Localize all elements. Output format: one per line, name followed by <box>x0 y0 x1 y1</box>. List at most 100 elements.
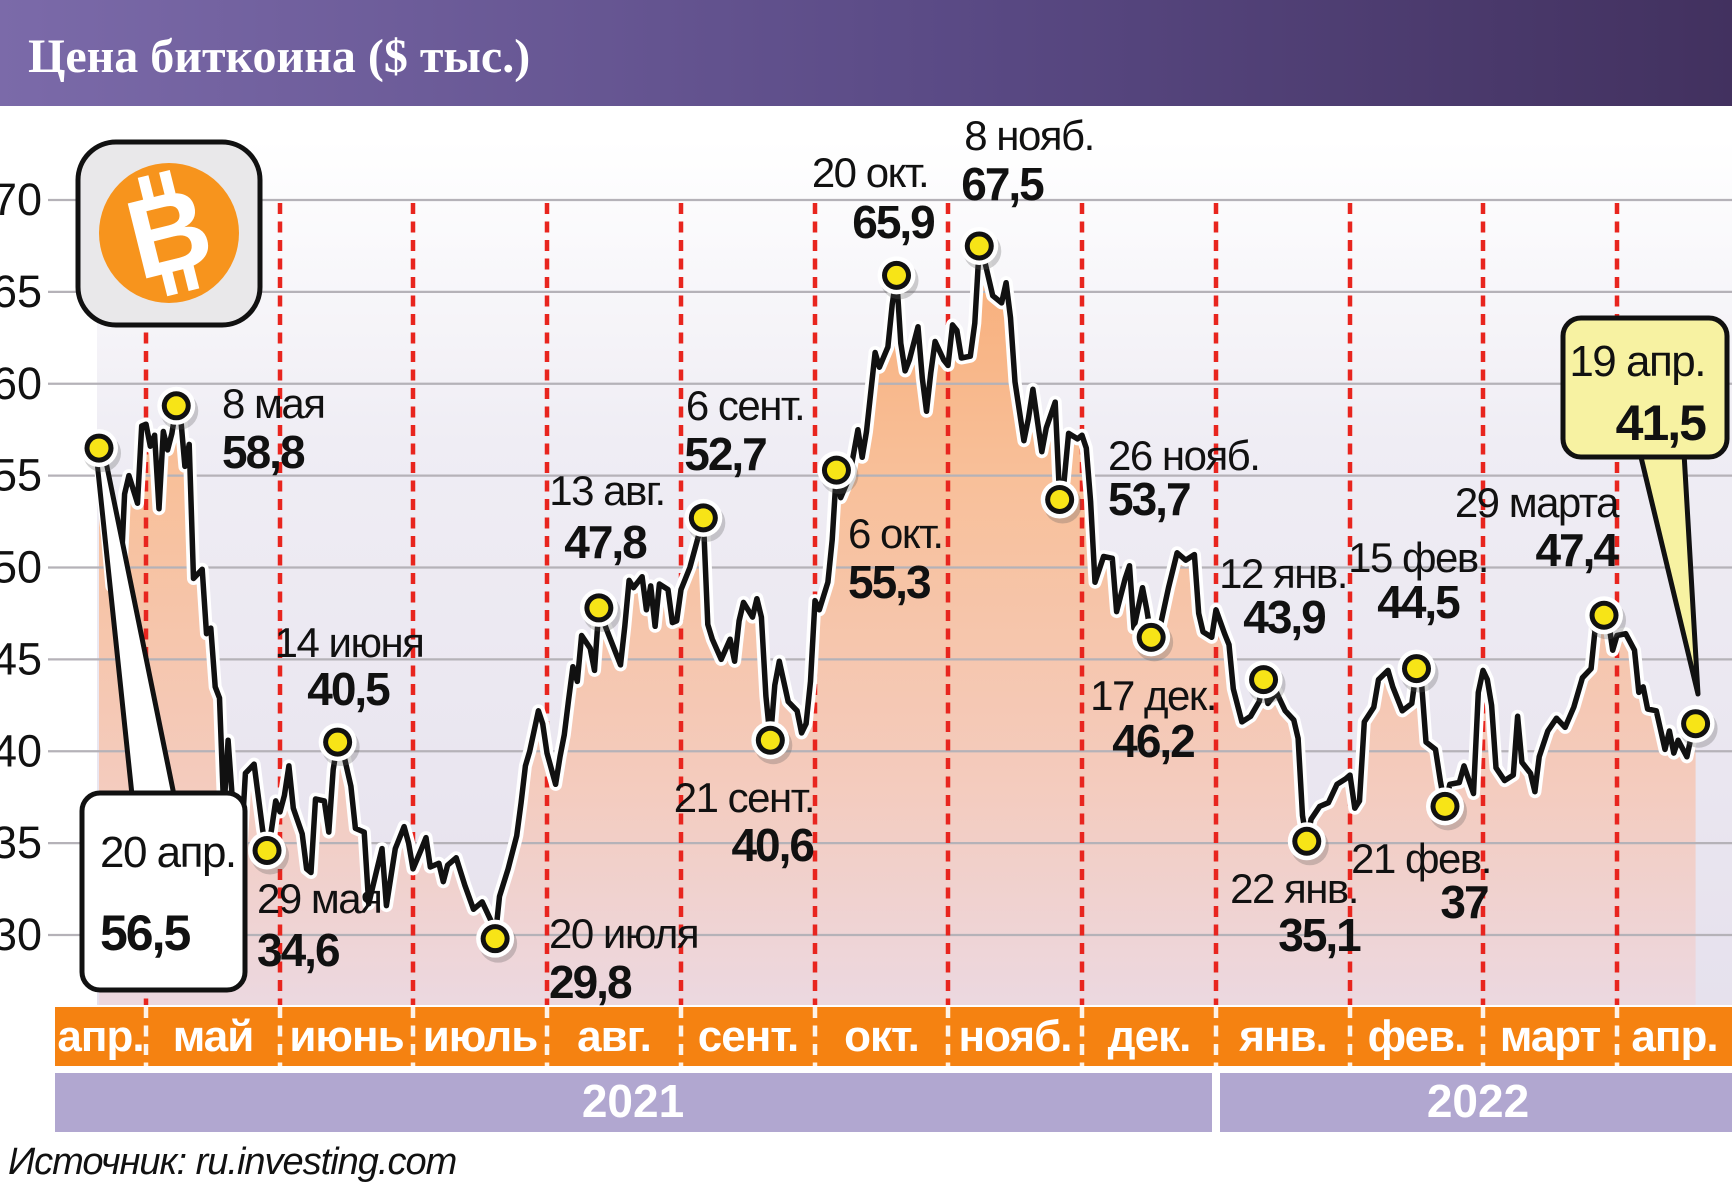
annotation-value: 40,5 <box>307 663 390 715</box>
marker-yellow-dot <box>1686 714 1706 734</box>
y-tick-label: 45 <box>0 633 42 684</box>
month-label: фев. <box>1368 1012 1466 1061</box>
marker-yellow-dot <box>589 598 609 618</box>
month-label: нояб. <box>959 1012 1072 1061</box>
annotation-date: 12 янв. <box>1219 550 1347 597</box>
month-dividers <box>143 203 1620 1066</box>
marker-yellow-dot <box>1297 831 1317 851</box>
data-point-marker <box>1397 649 1439 693</box>
x-axis-bands: 2021 2022 апр. май июнь июль авг. сент. окт. но… <box>55 1007 1732 1132</box>
data-point-marker <box>476 919 518 963</box>
bitcoin-top-stroke-2 <box>159 169 176 196</box>
marker-yellow-dot <box>257 840 277 860</box>
month-label: дек. <box>1108 1012 1191 1061</box>
month-label: апр. <box>57 1012 143 1061</box>
annotation-value: 67,5 <box>961 158 1044 210</box>
annotation-date: 6 окт. <box>848 510 942 557</box>
data-point-marker <box>1585 596 1627 640</box>
marker-yellow-dot <box>760 730 780 750</box>
annotation-date: 29 марта <box>1455 479 1620 526</box>
year-label-2021: 2021 <box>582 1075 684 1127</box>
marker-yellow-dot <box>1407 659 1426 679</box>
annotation-value: 29,8 <box>549 956 632 1008</box>
month-label: июль <box>423 1012 538 1061</box>
data-point-marker <box>1040 480 1082 524</box>
month-label: март <box>1500 1012 1601 1061</box>
data-point-marker <box>318 723 360 767</box>
marker-yellow-dot <box>1594 605 1614 625</box>
annotation-date: 8 нояб. <box>964 112 1094 159</box>
month-label: янв. <box>1238 1012 1327 1061</box>
callout-end: 19 апр. 41,5 <box>1560 315 1730 697</box>
data-point-marker <box>80 429 121 473</box>
annotation-value: 37 <box>1440 876 1488 928</box>
bitcoin-bottom-stroke-1 <box>161 270 178 297</box>
month-labels: апр. май июнь июль авг. сент. окт. нояб. дек. янв… <box>57 1012 1718 1061</box>
y-tick-label: 40 <box>0 725 42 776</box>
year-label-2022: 2022 <box>1427 1075 1529 1127</box>
callout-start: 20 апр. 56,5 <box>79 449 248 993</box>
year-band-2021 <box>55 1073 1212 1132</box>
month-label: май <box>173 1012 254 1061</box>
annotation-date: 13 авг. <box>549 467 664 514</box>
bitcoin-coin-icon <box>99 163 239 303</box>
data-point-marker <box>157 386 199 430</box>
annotation-value: 34,6 <box>257 924 339 976</box>
marker-yellow-dot <box>328 732 348 752</box>
marker-yellow-dot <box>1254 670 1274 690</box>
y-tick-label: 35 <box>0 817 42 868</box>
annotation-value: 53,7 <box>1108 473 1190 525</box>
y-tick-label: 55 <box>0 450 42 501</box>
marker-yellow-dot <box>887 265 907 285</box>
annotation-date: 17 дек. <box>1090 672 1216 719</box>
data-point-marker <box>960 226 1002 270</box>
annotation-date: 14 июня <box>275 619 424 666</box>
bitcoin-logo: B <box>75 139 263 328</box>
data-point-marker <box>248 831 290 875</box>
source-note: Источник: ru.investing.com <box>8 1141 456 1183</box>
month-label: окт. <box>844 1012 919 1061</box>
annotation-value: 40,6 <box>731 819 813 871</box>
annotation-value: 44,5 <box>1377 576 1460 628</box>
data-point-marker <box>1426 787 1467 831</box>
annotation-date: 21 сент. <box>674 774 814 821</box>
marker-yellow-dot <box>1141 627 1161 647</box>
month-band <box>55 1007 1732 1066</box>
data-point-marker <box>751 721 793 765</box>
data-point-marker <box>817 451 859 495</box>
annotation-date: 22 янв. <box>1230 865 1358 912</box>
marker-yellow-dot <box>969 236 989 256</box>
annotation-date: 26 нояб. <box>1108 432 1259 479</box>
data-point-marker <box>1287 822 1329 866</box>
marker-yellow-dot <box>1050 490 1070 510</box>
data-point-markers <box>80 226 1718 963</box>
bitcoin-symbol-icon: B <box>115 163 224 304</box>
marker-yellow-dot <box>1435 796 1455 816</box>
callout-start-date: 20 апр. <box>100 828 236 877</box>
data-point-marker <box>579 588 621 632</box>
month-label: июнь <box>289 1012 403 1061</box>
callout-start-value: 56,5 <box>100 905 191 961</box>
annotation-value: 55,3 <box>848 556 930 608</box>
annotation-date: 21 фев. <box>1351 835 1491 882</box>
annotation-value: 58,8 <box>222 426 305 478</box>
y-grid: 70 65 60 55 50 45 40 35 30 <box>0 174 1732 960</box>
callout-end-box <box>1560 315 1730 460</box>
annotation-value: 52,7 <box>684 428 766 480</box>
annotation-date: 29 мая <box>257 875 381 922</box>
annotation-date: 15 фев. <box>1348 534 1488 581</box>
marker-yellow-dot <box>89 438 109 458</box>
annotation-date: 6 сент. <box>686 382 804 429</box>
bitcoin-bottom-stroke-2 <box>182 265 200 291</box>
data-point-marker <box>1676 704 1718 748</box>
marker-yellow-dot <box>485 929 505 949</box>
y-tick-label: 60 <box>0 358 42 409</box>
y-tick-label: 50 <box>0 542 42 593</box>
data-point-marker <box>684 498 726 542</box>
marker-yellow-dot <box>166 396 186 416</box>
marker-yellow-dot <box>693 508 713 528</box>
annotation-value: 43,9 <box>1243 591 1325 643</box>
